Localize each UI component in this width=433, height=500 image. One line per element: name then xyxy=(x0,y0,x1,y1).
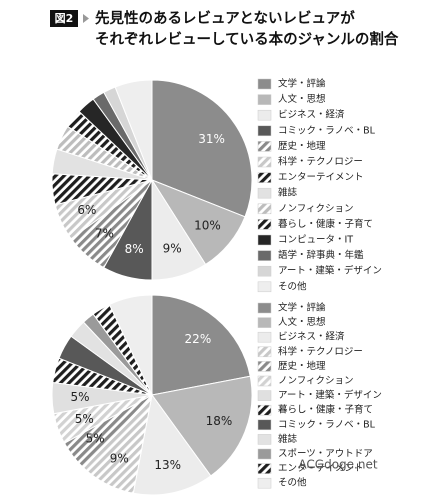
legend-swatch xyxy=(257,109,272,121)
legend-label: 科学・テクノロジー xyxy=(278,156,363,168)
legend-label: 歴史・地理 xyxy=(278,360,326,372)
legend-label: 暮らし・健康・子育て xyxy=(278,218,373,230)
legend-swatch xyxy=(257,94,272,105)
pie-slice xyxy=(151,294,251,396)
legend-swatch xyxy=(257,448,272,460)
legend-swatch xyxy=(257,419,272,431)
slice-label: 31% xyxy=(198,132,225,146)
slice-label: 18% xyxy=(206,414,233,428)
legend-swatch xyxy=(257,203,272,215)
legend-swatch xyxy=(257,234,272,246)
legend-label: 語学・辞事典・年鑑 xyxy=(278,249,364,261)
slice-label: 5% xyxy=(75,412,94,426)
legend-swatch xyxy=(257,187,272,199)
legend-label: 雑誌 xyxy=(278,433,298,445)
legend-swatch xyxy=(257,346,272,358)
legend-label: 文学・評論 xyxy=(278,78,326,90)
legend-label: コミック・ラノベ・BL xyxy=(278,125,376,136)
slice-label: 10% xyxy=(194,218,221,232)
legend-swatch xyxy=(257,317,272,328)
legend-swatch xyxy=(257,390,272,401)
slice-label: 8% xyxy=(125,242,144,256)
legend-swatch xyxy=(257,477,272,489)
slice-label: 5% xyxy=(71,390,90,404)
legend-label: 歴史・地理 xyxy=(278,140,326,152)
legend-label: アート・建築・デザイン xyxy=(278,265,382,277)
legend-label: 人文・思想 xyxy=(278,93,326,105)
legend-label: ビジネス・経済 xyxy=(278,331,345,343)
title-line: それぞれレビューしている本のジャンルの割合 xyxy=(95,30,399,48)
pie-slice xyxy=(151,375,253,477)
legend-label: エンターテイメント xyxy=(278,463,364,474)
slice-label: 7% xyxy=(95,227,114,241)
legend-swatch xyxy=(257,141,272,152)
legend-label: 科学・テクノロジー xyxy=(278,345,363,357)
pie-slice xyxy=(132,393,212,496)
legend-label: エンターテイメント xyxy=(278,172,364,183)
pie-slice xyxy=(108,294,153,396)
legend-swatch xyxy=(257,404,272,416)
legend-swatch xyxy=(257,125,272,137)
legend-swatch xyxy=(257,331,272,343)
legend-swatch xyxy=(257,434,272,445)
arrow xyxy=(83,14,89,23)
legend-label: 文学・評論 xyxy=(278,302,326,314)
slice-label: 13% xyxy=(154,458,181,472)
slice-label: 5% xyxy=(86,432,105,446)
legend-swatch xyxy=(257,78,272,90)
legend-swatch xyxy=(257,281,272,293)
legend-label: スポーツ・アウトドア xyxy=(278,449,373,460)
legend-swatch xyxy=(257,265,272,277)
legend-swatch xyxy=(257,219,272,230)
legend-label: 暮らし・健康・子育て xyxy=(278,404,373,416)
legend-swatch xyxy=(257,172,272,183)
legend-label: ノンフィクション xyxy=(278,376,354,387)
legend-swatch xyxy=(257,361,272,372)
legend-swatch xyxy=(257,463,272,474)
slice-label: 9% xyxy=(163,242,182,256)
badge: 図2 xyxy=(55,11,74,25)
badge-box xyxy=(50,10,78,27)
slice-label: 22% xyxy=(185,332,212,346)
legend-label: アート・建築・デザイン xyxy=(278,389,382,401)
pie-slice xyxy=(114,79,153,181)
legend-swatch xyxy=(257,250,272,261)
legend-label: その他 xyxy=(278,280,307,292)
legend-label: その他 xyxy=(278,477,307,489)
legend-label: 雑誌 xyxy=(278,187,298,199)
slice-label: 6% xyxy=(77,203,96,217)
legend-swatch xyxy=(257,375,272,387)
pie-slice xyxy=(151,79,253,218)
legend-label: ノンフィクション xyxy=(278,203,354,214)
legend-swatch xyxy=(257,156,272,168)
watermark: ACGdoge.net xyxy=(298,458,377,472)
legend-label: コンピュータ・IT xyxy=(278,235,353,246)
slice-label: 9% xyxy=(110,452,129,466)
legend-label: コミック・ラノベ・BL xyxy=(278,419,376,430)
legend-swatch xyxy=(257,302,272,314)
title-line: 先見性のあるレビュアとないレビュアが xyxy=(95,9,355,27)
legend-label: 人文・思想 xyxy=(278,316,326,328)
legend-label: ビジネス・経済 xyxy=(278,109,345,121)
